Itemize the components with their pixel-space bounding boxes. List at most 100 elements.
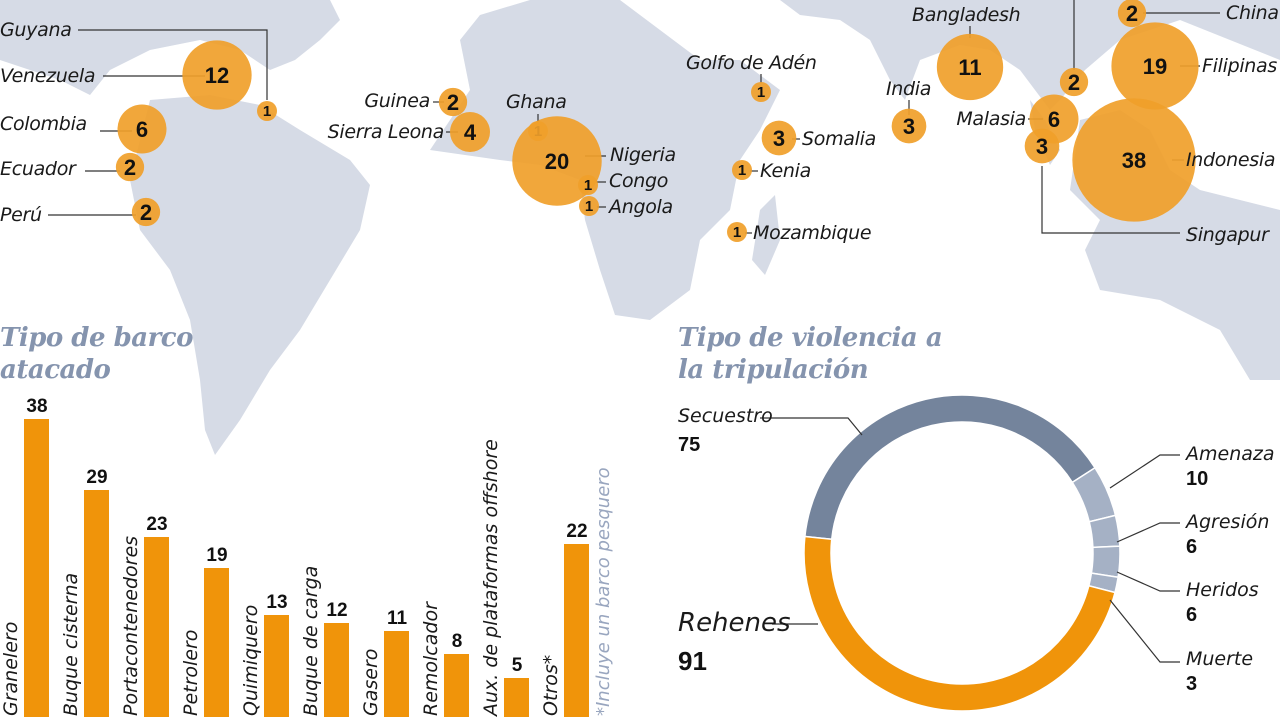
bubble-value: 1 — [263, 103, 271, 120]
label-filipinas: Filipinas — [1202, 55, 1277, 77]
label-peru: Perú — [0, 204, 42, 226]
label-singapur: Singapur — [1186, 224, 1269, 246]
bar-category-label: Quimiquero — [240, 604, 262, 716]
bubble-value: 2 — [1068, 70, 1080, 95]
bubble-venezuela: 12 — [182, 40, 252, 110]
bar-value: 29 — [86, 466, 108, 488]
bubble-filipinas: 19 — [1111, 22, 1199, 110]
bubble-value: 3 — [903, 114, 915, 139]
bubble-value: 2 — [1126, 1, 1138, 26]
bubble-china: 2 — [1117, 0, 1147, 28]
bubble-mozambique: 1 — [727, 222, 747, 242]
label-malasia: Malasia — [956, 108, 1026, 130]
donut-label-heridos: Heridos — [1186, 579, 1259, 601]
bar-9 — [564, 544, 589, 717]
label-kenia: Kenia — [760, 160, 811, 182]
bubble-value: 1 — [738, 162, 746, 179]
donut-label-amenaza: Amenaza — [1186, 443, 1275, 465]
bubble-india: 3 — [891, 108, 927, 144]
label-china: China — [1226, 2, 1279, 24]
bar-value: 19 — [206, 545, 228, 566]
bar-0 — [24, 419, 49, 717]
donut-chart — [803, 394, 1121, 712]
bubble-value: 3 — [773, 126, 785, 151]
bar-category-label: Petrolero — [180, 629, 202, 716]
bubble-guyana: 1 — [257, 101, 277, 121]
bubble-value: 3 — [1036, 134, 1048, 159]
bar-3 — [204, 568, 229, 717]
bar-category-label: Buque de carga — [300, 565, 322, 716]
bubble-bangladesh: 11 — [936, 33, 1004, 101]
bar-4 — [264, 615, 289, 717]
bubble-value: 1 — [585, 198, 593, 215]
label-congo: Congo — [609, 170, 669, 192]
label-venezuela: Venezuela — [0, 65, 96, 87]
donut-leaders — [760, 417, 1180, 663]
bubble-somalia: 3 — [761, 120, 797, 156]
label-sierra-leona: Sierra Leona — [327, 121, 445, 143]
label-mozambique: Mozambique — [753, 222, 872, 244]
bar-category-label: Buque cisterna — [60, 572, 82, 716]
bubble-value: 6 — [1048, 107, 1060, 132]
donut-segment-heridos — [1090, 545, 1121, 579]
bar-6 — [384, 630, 409, 717]
bar-5 — [324, 622, 349, 717]
donut-label-rehenes: Rehenes — [678, 608, 791, 638]
label-ghana: Ghana — [506, 91, 567, 113]
bubble-value: 2 — [124, 155, 136, 180]
bubble-value: 4 — [464, 120, 477, 145]
bubble-value: 19 — [1143, 54, 1167, 79]
donut-chart-title: Tipo de violencia a la tripulación — [678, 323, 943, 385]
donut-label-agresion: Agresión — [1186, 511, 1270, 533]
bubble-value: 1 — [584, 177, 592, 194]
bubble-singapur: 3 — [1024, 128, 1060, 164]
bubble-congo: 1 — [578, 175, 598, 195]
label-colombia: Colombia — [0, 113, 87, 135]
donut-value-muerte: 3 — [1186, 673, 1198, 695]
bar-category-label: Gasero — [360, 648, 382, 716]
bubble-golfo-de-adén: 1 — [751, 82, 771, 102]
bubble-perú: 2 — [131, 197, 161, 227]
bubble-value: 2 — [447, 90, 459, 115]
bar-category-label: Otros* — [540, 654, 562, 716]
bar-7 — [444, 654, 469, 717]
label-guinea: Guinea — [364, 90, 430, 112]
bubble-sierra-leona: 4 — [450, 112, 490, 152]
bar-category-label: Aux. de plataformas offshore — [480, 439, 502, 716]
bar-value: 12 — [326, 599, 348, 621]
donut-value-heridos: 6 — [1186, 604, 1198, 626]
bar-value: 38 — [26, 396, 48, 417]
bubble-ecuador: 2 — [115, 152, 145, 182]
bubble-value: 1 — [757, 84, 765, 101]
label-golfo-aden: Golfo de Adén — [686, 52, 817, 74]
donut-label-muerte: Muerte — [1186, 648, 1254, 670]
bar-category-label: Portacontenedores — [120, 535, 142, 716]
donut-value-amenaza: 10 — [1186, 468, 1209, 490]
bubble-value: 38 — [1122, 148, 1146, 173]
bubble-value: 11 — [958, 55, 981, 80]
bubble-value: 12 — [205, 63, 229, 88]
bubble-value: 20 — [545, 149, 569, 174]
bar-value: 23 — [146, 513, 168, 535]
bar-value: 5 — [511, 654, 523, 676]
donut-segment-secuestro — [804, 394, 1097, 541]
label-india: India — [886, 78, 932, 100]
bar-value: 8 — [451, 631, 463, 653]
donut-segment-agresión — [1088, 514, 1121, 549]
bubble-layer: 1216222412011131131163221938 — [115, 0, 1199, 242]
bar-1 — [84, 489, 109, 717]
bubble-guinea: 2 — [438, 87, 468, 117]
label-angola: Angola — [609, 196, 673, 218]
donut-segment-rehenes — [803, 535, 1116, 712]
bubble-value: 1 — [733, 224, 741, 241]
label-guyana: Guyana — [0, 19, 72, 41]
label-ecuador: Ecuador — [0, 158, 76, 180]
bar-value: 11 — [386, 607, 408, 629]
label-nigeria: Nigeria — [610, 144, 676, 166]
bubble-kenia: 1 — [732, 160, 752, 180]
label-somalia: Somalia — [802, 128, 876, 150]
bubble-indonesia: 38 — [1072, 98, 1196, 222]
donut-value-rehenes: 91 — [678, 646, 707, 676]
bar-value: 13 — [266, 592, 288, 614]
